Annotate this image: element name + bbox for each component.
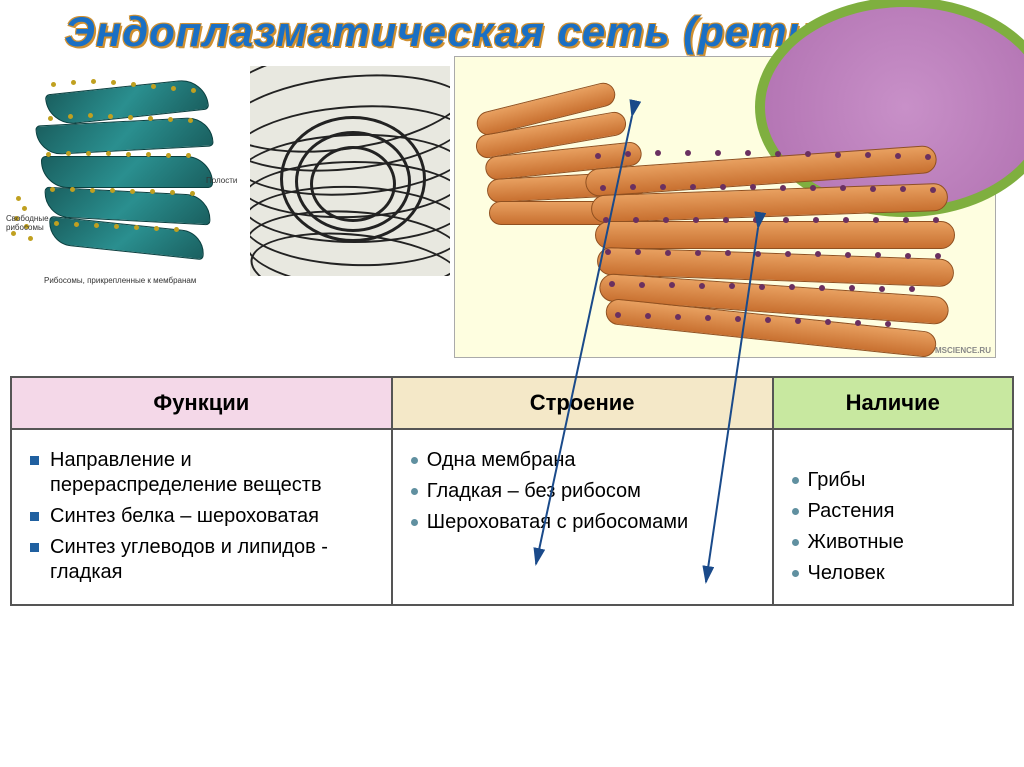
pres-item: Растения (788, 499, 999, 524)
er-micrograph (250, 56, 450, 286)
header-functions: Функции (11, 377, 392, 429)
label-attached-ribosomes: Рибосомы, прикрепленные к мембранам (44, 276, 204, 285)
header-structure: Строение (392, 377, 773, 429)
images-row: Свободные рибосомы Полости Рибосомы, при… (0, 56, 1024, 356)
label-cavities: Полости (206, 176, 237, 185)
er-3d-illustration: MSCIENCE.RU (454, 56, 996, 358)
pres-item: Человек (788, 561, 999, 586)
rough-er-labeled-diagram: Свободные рибосомы Полости Рибосомы, при… (6, 56, 246, 316)
header-presence: Наличие (773, 377, 1014, 429)
struct-item: Шероховатая с рибосомами (407, 510, 758, 535)
rough-er-region (585, 157, 965, 347)
func-item: Направление и перераспределение веществ (26, 448, 377, 498)
cell-functions: Направление и перераспределение веществ … (11, 429, 392, 605)
func-item: Синтез белка – шероховатая (26, 504, 377, 529)
label-free-ribosomes: Свободные рибосомы (6, 214, 51, 232)
pres-item: Животные (788, 530, 999, 555)
pres-item: Грибы (788, 468, 999, 493)
cell-presence: Грибы Растения Животные Человек (773, 429, 1014, 605)
struct-item: Одна мембрана (407, 448, 758, 473)
func-item: Синтез углеводов и липидов - гладкая (26, 535, 377, 585)
struct-item: Гладкая – без рибосом (407, 479, 758, 504)
watermark-text: MSCIENCE.RU (935, 346, 991, 355)
cell-structure: Одна мембрана Гладкая – без рибосом Шеро… (392, 429, 773, 605)
info-table: Функции Строение Наличие Направление и п… (10, 376, 1014, 606)
